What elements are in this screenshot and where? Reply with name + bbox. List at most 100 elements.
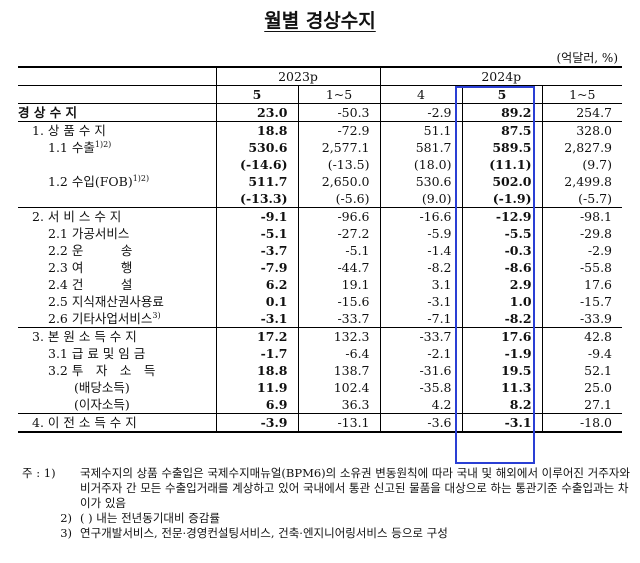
- header-col: 1~5: [297, 85, 381, 104]
- header-year-2023: 2023p: [215, 66, 381, 86]
- cell-value: (11.1): [461, 156, 543, 173]
- cell-value: 25.0: [541, 379, 623, 396]
- cell-value: (-5.7): [541, 190, 623, 208]
- cell-value: -16.6: [379, 207, 463, 225]
- cell-value: -31.6: [379, 362, 463, 379]
- row-label: 2.6 기타사업서비스3): [48, 310, 161, 326]
- cell-value: 18.8: [215, 362, 298, 379]
- cell-value: 42.8: [541, 327, 623, 345]
- cell-value: -44.7: [297, 259, 381, 276]
- table-row: 3. 본 원 소 득 수 지 17.2 132.3 -33.7 17.6 42.8: [18, 327, 623, 345]
- cell-value: -2.9: [541, 242, 623, 259]
- cell-value: -96.6: [297, 207, 381, 225]
- row-label: (이자소득): [74, 397, 130, 412]
- cell-value: 2,650.0: [297, 173, 381, 190]
- cell-value: -8.6: [461, 259, 543, 276]
- table-row: 2.3 여 행 -7.9 -44.7 -8.2 -8.6 -55.8: [18, 259, 623, 276]
- unit-label: (억달러, %): [556, 51, 618, 65]
- table-row: 1.2 수입(FOB)1)2) 511.7 2,650.0 530.6 502.0 2,4…: [18, 173, 623, 190]
- cell-value: 8.2: [461, 396, 543, 414]
- cell-value: 1.0: [461, 293, 543, 310]
- header-year-2024: 2024p: [379, 66, 623, 86]
- cell-value: -3.1: [379, 293, 463, 310]
- cell-value: 52.1: [541, 362, 623, 379]
- cell-value: -98.1: [541, 207, 623, 225]
- cell-value: 17.6: [461, 327, 543, 345]
- cell-value: -6.4: [297, 345, 381, 362]
- cell-value: -3.7: [215, 242, 298, 259]
- cell-value: -3.9: [215, 413, 298, 433]
- cell-value: 19.1: [297, 276, 381, 293]
- table-row: 2.2 운 송 -3.7 -5.1 -1.4 -0.3 -2.9: [18, 242, 623, 259]
- table-row: (배당소득) 11.9 102.4 -35.8 11.3 25.0: [18, 379, 623, 396]
- header-col: 5: [215, 85, 298, 104]
- cell-value: -2.1: [379, 345, 463, 362]
- table-row: (이자소득) 6.9 36.3 4.2 8.2 27.1: [18, 396, 623, 414]
- cell-value: 589.5: [461, 139, 543, 156]
- cell-value: -5.9: [379, 225, 463, 242]
- cell-value: -9.1: [215, 207, 298, 225]
- cell-value: -29.8: [541, 225, 623, 242]
- table-row: 2. 서 비 스 수 지 -9.1 -96.6 -16.6 -12.9 -98.1: [18, 207, 623, 225]
- cell-value: -33.9: [541, 310, 623, 328]
- cell-value: -8.2: [461, 310, 543, 328]
- cell-value: -12.9: [461, 207, 543, 225]
- cell-value: (-1.9): [461, 190, 543, 208]
- cell-value: -5.1: [215, 225, 298, 242]
- table-row: 2.6 기타사업서비스3) -3.1 -33.7 -7.1 -8.2 -33.9: [18, 310, 623, 328]
- table-row: 2.1 가공서비스 -5.1 -27.2 -5.9 -5.5 -29.8: [18, 225, 623, 242]
- row-label: 3. 본 원 소 득 수 지: [18, 327, 216, 345]
- table-row: (-13.3) (-5.6) (9.0) (-1.9) (-5.7): [18, 190, 623, 208]
- cell-value: 2,827.9: [541, 139, 623, 156]
- cell-value: -1.7: [215, 345, 298, 362]
- cell-value: (9.7): [541, 156, 623, 173]
- header-col: 1~5: [541, 85, 623, 104]
- cell-value: 27.1: [541, 396, 623, 414]
- row-label: 1.1 수출1)2): [48, 139, 112, 155]
- page-title: 월별 경상수지: [264, 10, 376, 32]
- cell-value: 0.1: [215, 293, 298, 310]
- row-label: 2.5 지식재산권사용료: [48, 294, 164, 309]
- cell-value: 4.2: [379, 396, 463, 414]
- cell-value: -50.3: [297, 103, 381, 122]
- row-label: 1. 상 품 수 지: [18, 121, 216, 139]
- row-label: 2. 서 비 스 수 지: [18, 207, 216, 225]
- cell-value: 2.9: [461, 276, 543, 293]
- cell-value: 11.9: [215, 379, 298, 396]
- cell-value: 89.2: [461, 103, 543, 122]
- cell-value: 511.7: [215, 173, 298, 190]
- cell-value: -13.1: [297, 413, 381, 433]
- cell-value: -3.6: [379, 413, 463, 433]
- cell-value: 17.6: [541, 276, 623, 293]
- cell-value: 328.0: [541, 121, 623, 139]
- row-label: 2.2 운 송: [48, 243, 133, 258]
- cell-value: -18.0: [541, 413, 623, 433]
- cell-value: 51.1: [379, 121, 463, 139]
- cell-value: -0.3: [461, 242, 543, 259]
- row-label: 2.3 여 행: [48, 260, 133, 275]
- cell-value: -27.2: [297, 225, 381, 242]
- row-label: 4. 이 전 소 득 수 지: [18, 413, 216, 433]
- cell-value: -5.5: [461, 225, 543, 242]
- row-label: 2.1 가공서비스: [48, 226, 130, 241]
- cell-value: 254.7: [541, 103, 623, 122]
- cell-value: 502.0: [461, 173, 543, 190]
- cell-value: -15.7: [541, 293, 623, 310]
- table-row: 2.4 건 설 6.2 19.1 3.1 2.9 17.6: [18, 276, 623, 293]
- cell-value: 17.2: [215, 327, 298, 345]
- table-row: (-14.6) (-13.5) (18.0) (11.1) (9.7): [18, 156, 623, 173]
- footnote-1: 주 : 1) 국제수지의 상품 수출입은 국제수지매뉴얼(BPM6)의 소유권 …: [22, 466, 630, 510]
- cell-value: -15.6: [297, 293, 381, 310]
- cell-value: (-13.5): [297, 156, 381, 173]
- cell-value: -8.2: [379, 259, 463, 276]
- cell-value: -3.1: [215, 310, 298, 328]
- table-row: 1.1 수출1)2) 530.6 2,577.1 581.7 589.5 2,827.9: [18, 139, 623, 156]
- cell-value: 530.6: [379, 173, 463, 190]
- cell-value: 530.6: [215, 139, 298, 156]
- row-label: 경 상 수 지: [18, 103, 216, 122]
- row-label: 3.1 급 료 및 임 금: [48, 346, 146, 361]
- row-label: [18, 156, 216, 173]
- balance-table: 2023p 2024p 5 1~5 4 5 1~5 경 상 수 지 23.0 -50…: [18, 66, 623, 433]
- cell-value: (-13.3): [215, 190, 298, 208]
- cell-value: -1.9: [461, 345, 543, 362]
